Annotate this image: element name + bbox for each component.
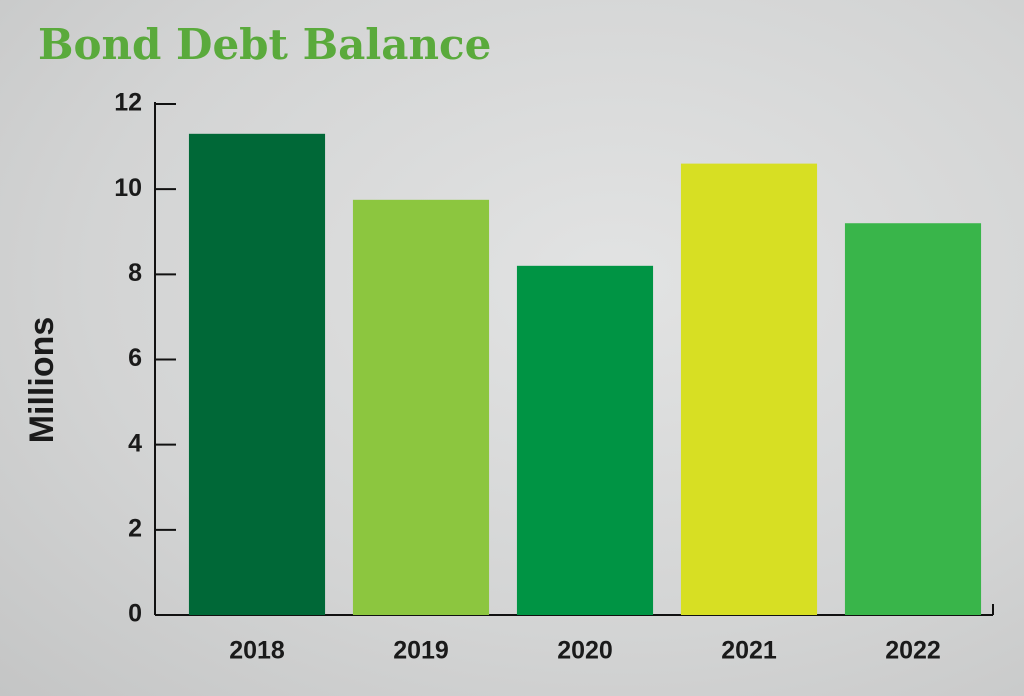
y-tick-label: 2 <box>128 514 142 542</box>
chart-title: Bond Debt Balance <box>38 20 491 69</box>
x-tick-label: 2021 <box>721 637 777 665</box>
x-tick-label: 2018 <box>229 637 285 665</box>
bar <box>844 223 982 615</box>
bar <box>680 163 818 615</box>
x-tick-label: 2020 <box>557 637 613 665</box>
y-tick-label: 10 <box>114 174 142 202</box>
y-axis-label: Millions <box>23 317 61 444</box>
bar <box>188 133 326 615</box>
y-tick-label: 0 <box>128 600 142 628</box>
x-tick-label: 2022 <box>885 637 941 665</box>
y-tick-label: 12 <box>114 89 142 117</box>
x-tick-label: 2019 <box>393 637 449 665</box>
y-tick-label: 6 <box>128 344 142 372</box>
bar <box>516 265 654 615</box>
bar <box>352 199 490 615</box>
y-tick-label: 8 <box>128 259 142 287</box>
y-tick-label: 4 <box>128 429 142 457</box>
